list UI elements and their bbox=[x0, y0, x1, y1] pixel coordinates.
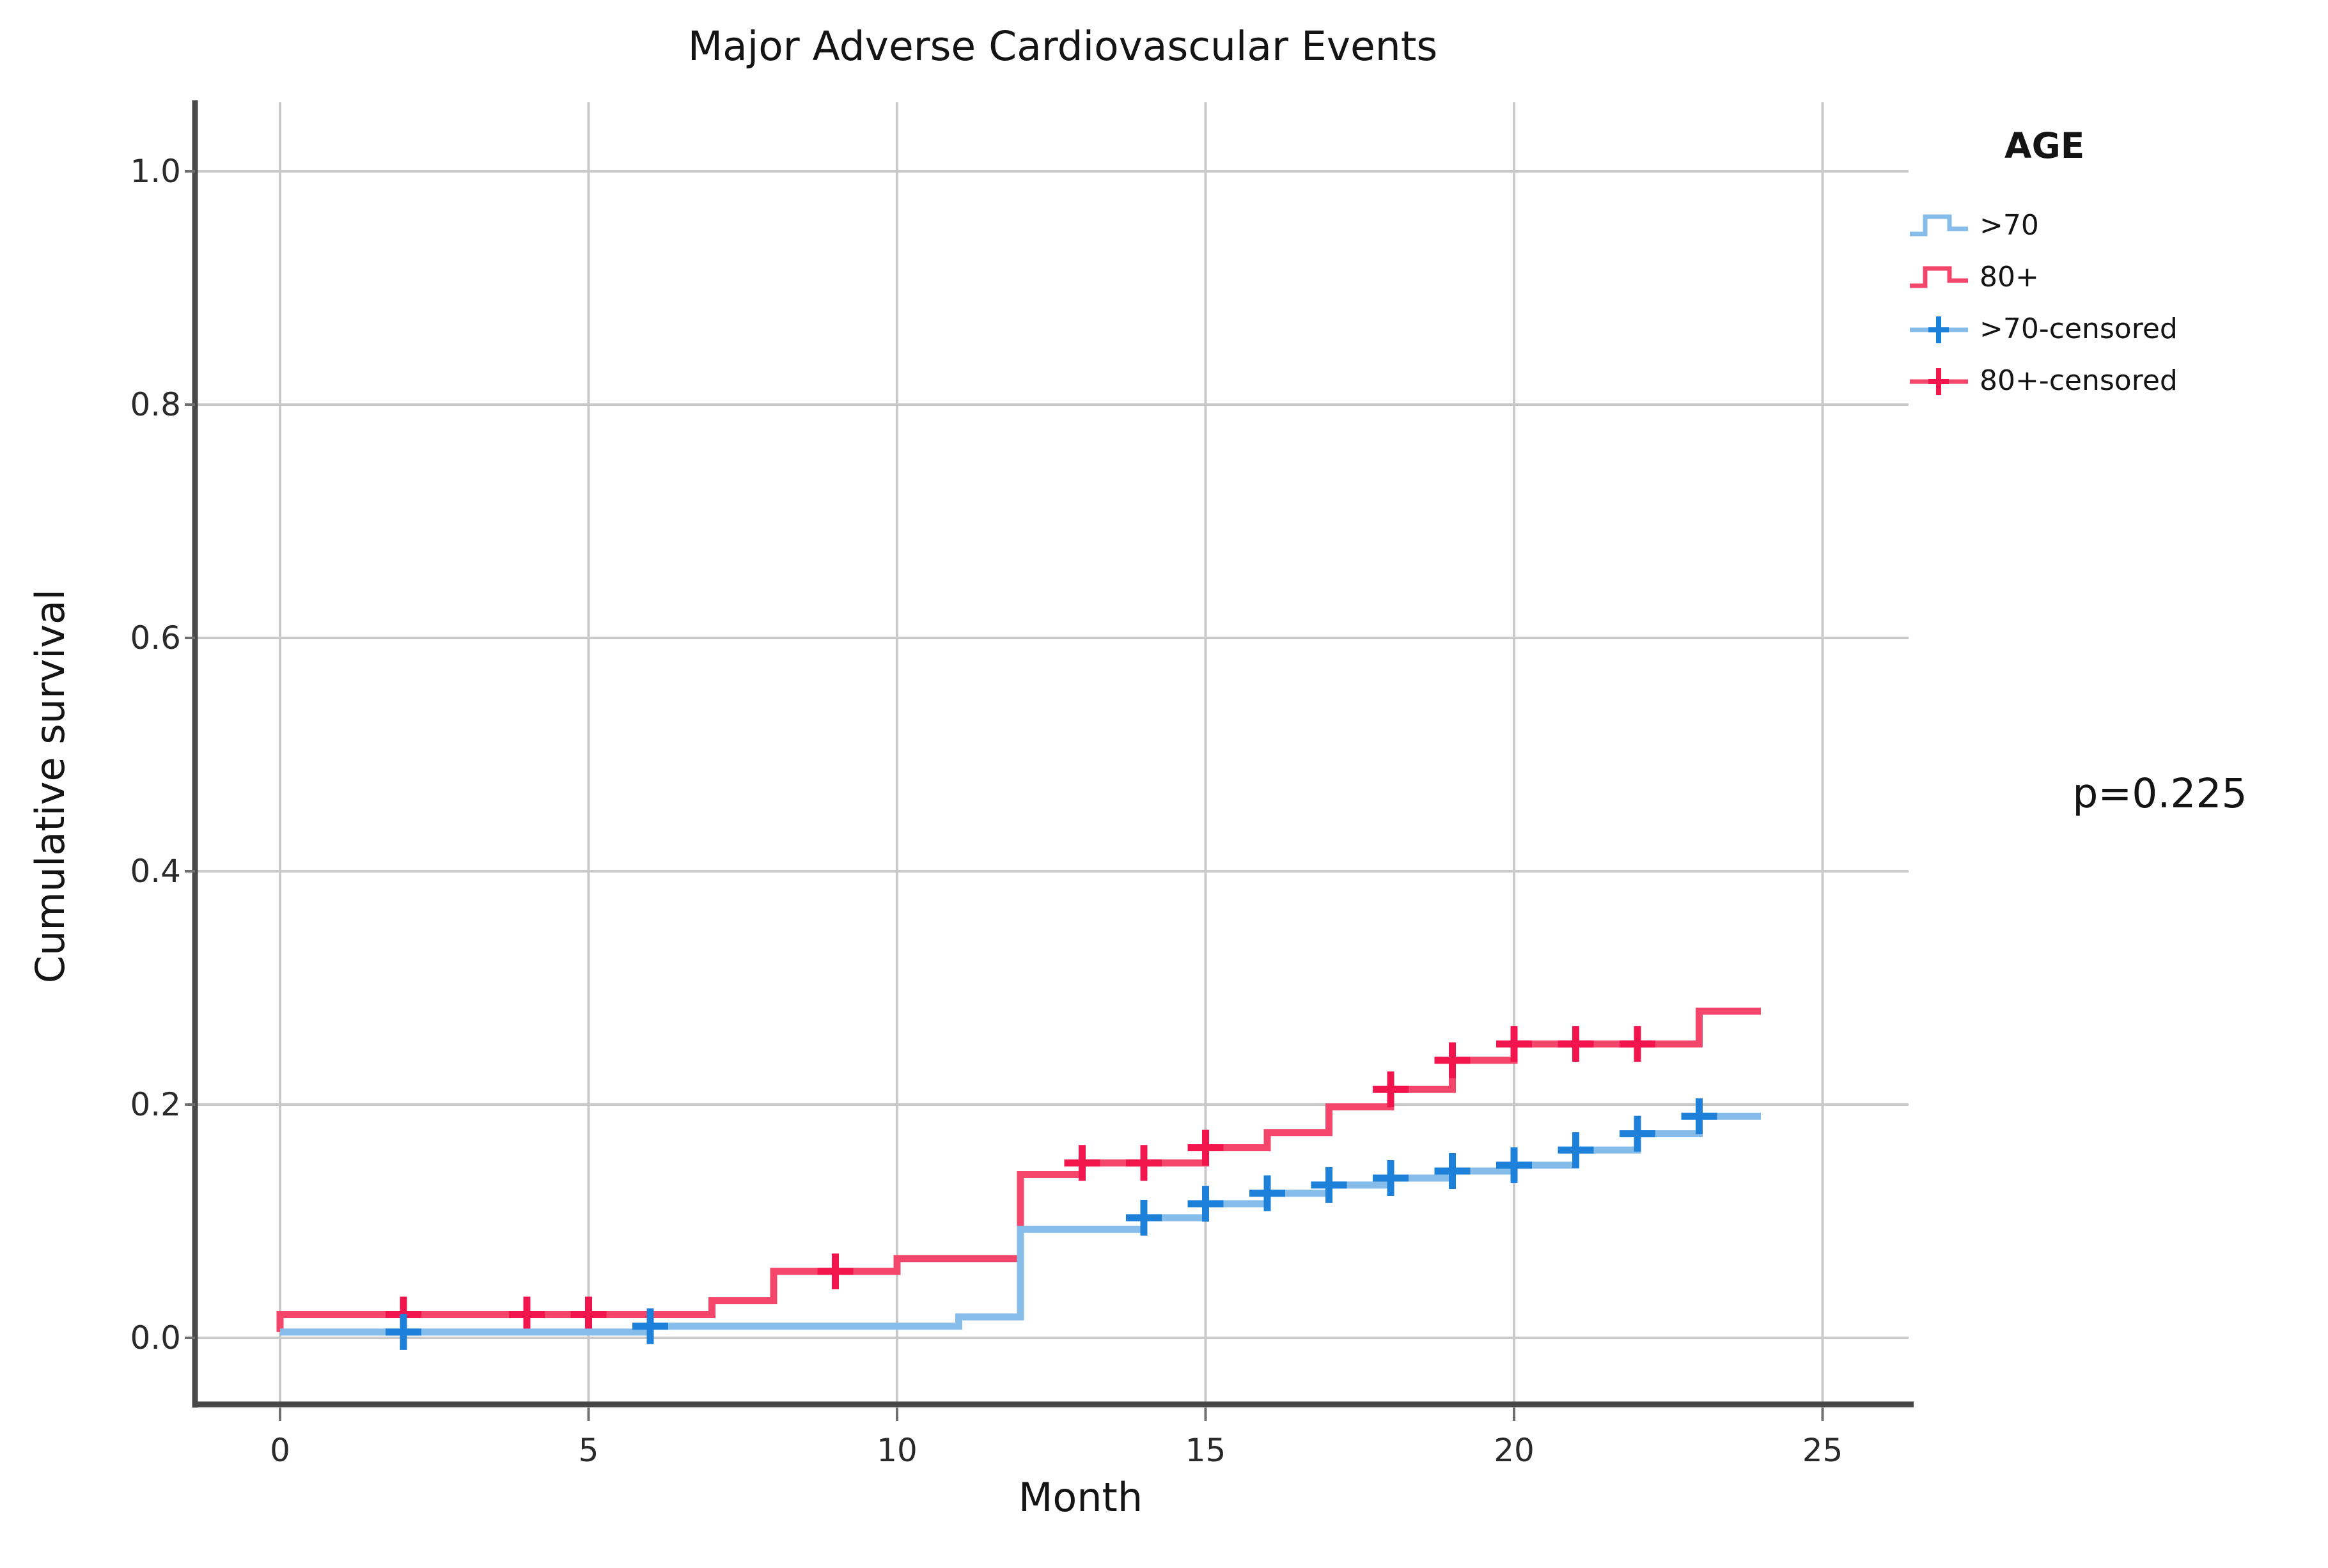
censor-plus-icon bbox=[1620, 1115, 1655, 1152]
censor-plus-icon bbox=[1496, 1026, 1532, 1062]
step-line-swatch-icon bbox=[1910, 266, 1968, 288]
censored-plus-swatch-icon bbox=[1910, 368, 1968, 395]
axes bbox=[185, 100, 1914, 1421]
censor-plus-icon bbox=[570, 1296, 607, 1333]
censor-plus-icon bbox=[1311, 1167, 1347, 1203]
x-tick-label: 15 bbox=[1185, 1432, 1226, 1469]
censor-plus-icon bbox=[1064, 1145, 1100, 1181]
legend-item-gt70: >70 bbox=[1909, 199, 2324, 251]
censor-plus-icon bbox=[1681, 1098, 1717, 1135]
censor-plus-icon bbox=[1126, 1200, 1162, 1236]
legend-title: AGE bbox=[2004, 125, 2085, 166]
censor-plus-icon bbox=[386, 1314, 421, 1350]
x-tick-label: 5 bbox=[579, 1432, 599, 1469]
tick-labels: 0 5 10 15 20 25 0.0 0.2 0.4 0.6 0.8 1.0 bbox=[130, 153, 1843, 1469]
legend-item-80plus: 80+ bbox=[1909, 251, 2324, 303]
x-axis-title: Month bbox=[1018, 1474, 1143, 1521]
censor-plus-icon bbox=[1187, 1129, 1224, 1166]
series-curves bbox=[276, 1007, 1761, 1350]
y-tick-label: 0.0 bbox=[130, 1319, 181, 1356]
censored-plus-swatch-icon bbox=[1910, 316, 1968, 343]
legend-label: >70 bbox=[1980, 209, 2039, 242]
step-line-swatch-icon bbox=[1910, 214, 1968, 236]
y-axis-title: Cumulative survival bbox=[27, 589, 74, 984]
censor-plus-icon bbox=[1496, 1147, 1532, 1183]
y-tick-label: 0.8 bbox=[130, 386, 181, 423]
x-tick-label: 10 bbox=[877, 1432, 918, 1469]
y-tick-label: 0.2 bbox=[130, 1086, 181, 1123]
censor-plus-icon bbox=[1187, 1186, 1224, 1222]
x-tick-label: 25 bbox=[1802, 1432, 1843, 1469]
censor-plus-icon bbox=[817, 1253, 854, 1289]
x-tick-label: 20 bbox=[1494, 1432, 1535, 1469]
censor-plus-icon bbox=[1373, 1071, 1409, 1108]
chart-title: Major Adverse Cardiovascular Events bbox=[687, 23, 1438, 70]
y-tick-label: 0.4 bbox=[130, 853, 181, 890]
censor-marks->70 bbox=[386, 1098, 1717, 1350]
censor-plus-icon bbox=[1558, 1132, 1594, 1168]
y-tick-label: 0.6 bbox=[130, 619, 181, 656]
p-value-annotation: p=0.225 bbox=[2072, 770, 2247, 817]
legend-items: >70 80+ >70-censored 8 bbox=[1909, 199, 2324, 407]
censor-plus-icon bbox=[632, 1308, 668, 1344]
legend-item-80plus-censored: 80+-censored bbox=[1909, 355, 2324, 407]
x-tick-label: 0 bbox=[270, 1432, 290, 1469]
censor-plus-icon bbox=[1620, 1026, 1655, 1062]
censor-plus-icon bbox=[1434, 1153, 1471, 1190]
legend-label: >70-censored bbox=[1980, 313, 2178, 345]
censor-plus-icon bbox=[1558, 1026, 1594, 1062]
censor-plus-icon bbox=[1373, 1160, 1409, 1196]
legend-label: 80+ bbox=[1980, 261, 2039, 293]
legend-item-gt70-censored: >70-censored bbox=[1909, 303, 2324, 355]
censor-plus-icon bbox=[509, 1296, 545, 1333]
censor-plus-icon bbox=[1434, 1042, 1471, 1078]
gridlines bbox=[195, 102, 1909, 1404]
censor-plus-icon bbox=[1126, 1145, 1162, 1181]
legend: AGE >70 80+ >70-censored bbox=[1909, 125, 2324, 407]
censor-plus-icon bbox=[1249, 1175, 1285, 1211]
y-tick-label: 1.0 bbox=[130, 153, 181, 190]
legend-label: 80+-censored bbox=[1980, 364, 2178, 397]
